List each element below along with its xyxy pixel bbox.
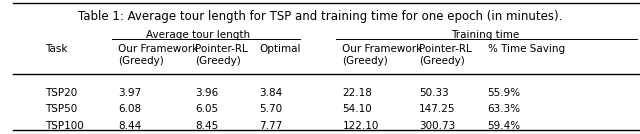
- Text: 59.4%: 59.4%: [488, 121, 521, 131]
- Text: 3.96: 3.96: [195, 88, 218, 98]
- Text: Pointer-RL
(Greedy): Pointer-RL (Greedy): [419, 44, 472, 66]
- Text: 6.05: 6.05: [195, 105, 218, 114]
- Text: TSP100: TSP100: [45, 121, 84, 131]
- Text: Table 1: Average tour length for TSP and training time for one epoch (in minutes: Table 1: Average tour length for TSP and…: [78, 10, 562, 23]
- Text: TSP50: TSP50: [45, 105, 77, 114]
- Text: Pointer-RL
(Greedy): Pointer-RL (Greedy): [195, 44, 248, 66]
- Text: 6.08: 6.08: [118, 105, 141, 114]
- Text: Training time: Training time: [451, 30, 519, 40]
- Text: Our Framework
(Greedy): Our Framework (Greedy): [342, 44, 422, 66]
- Text: 50.33: 50.33: [419, 88, 449, 98]
- Text: 147.25: 147.25: [419, 105, 456, 114]
- Text: 3.97: 3.97: [118, 88, 141, 98]
- Text: 63.3%: 63.3%: [488, 105, 521, 114]
- Text: 22.18: 22.18: [342, 88, 372, 98]
- Text: 55.9%: 55.9%: [488, 88, 521, 98]
- Text: Our Framework
(Greedy): Our Framework (Greedy): [118, 44, 198, 66]
- Text: 122.10: 122.10: [342, 121, 379, 131]
- Text: Average tour length: Average tour length: [147, 30, 250, 40]
- Text: 8.45: 8.45: [195, 121, 218, 131]
- Text: Task: Task: [45, 44, 67, 54]
- Text: 3.84: 3.84: [259, 88, 282, 98]
- Text: 5.70: 5.70: [259, 105, 282, 114]
- Text: 8.44: 8.44: [118, 121, 141, 131]
- Text: % Time Saving: % Time Saving: [488, 44, 565, 54]
- Text: 300.73: 300.73: [419, 121, 456, 131]
- Text: Optimal: Optimal: [259, 44, 301, 54]
- Text: 7.77: 7.77: [259, 121, 282, 131]
- Text: TSP20: TSP20: [45, 88, 77, 98]
- Text: 54.10: 54.10: [342, 105, 372, 114]
